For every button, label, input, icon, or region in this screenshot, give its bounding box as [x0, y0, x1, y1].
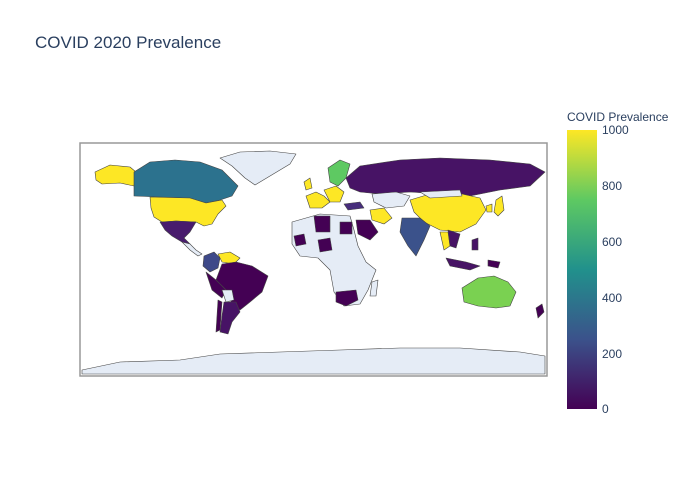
- country-iran[interactable]: [369, 207, 393, 225]
- country-argentina[interactable]: [219, 301, 241, 335]
- colorbar: [567, 130, 597, 409]
- country-central-america[interactable]: [181, 241, 203, 257]
- colorbar-tick: 0: [602, 402, 609, 416]
- country-central-asia[interactable]: [371, 191, 411, 209]
- country-madagascar[interactable]: [369, 279, 379, 297]
- country-chile[interactable]: [215, 299, 223, 333]
- country-colombia[interactable]: [202, 251, 221, 273]
- country-venezuela[interactable]: [217, 251, 241, 265]
- colorbar-tick: 1000: [602, 123, 629, 137]
- country-australia[interactable]: [461, 275, 517, 309]
- country-south-africa[interactable]: [335, 289, 359, 307]
- colorbar-title: COVID Prevalence: [567, 110, 669, 124]
- colorbar-tick: 400: [602, 291, 623, 305]
- colorbar-tick: 600: [602, 235, 623, 249]
- country-indonesia[interactable]: [445, 257, 481, 271]
- country-usa[interactable]: [149, 196, 227, 227]
- country-nigeria[interactable]: [317, 237, 333, 253]
- country-south-korea[interactable]: [485, 203, 493, 213]
- country-india[interactable]: [399, 217, 431, 257]
- country-japan[interactable]: [493, 195, 505, 217]
- chart-title: COVID 2020 Prevalence: [35, 33, 222, 52]
- country-bolivia[interactable]: [221, 289, 235, 303]
- country-saudi-arabia[interactable]: [355, 219, 379, 241]
- country-new-zealand[interactable]: [535, 303, 545, 319]
- country-mongolia[interactable]: [419, 189, 463, 199]
- country-uk[interactable]: [303, 177, 313, 191]
- country-turkey[interactable]: [343, 201, 365, 211]
- country-papua-new-guinea[interactable]: [487, 259, 501, 269]
- colorbar-tick: 800: [602, 179, 623, 193]
- country-philippines[interactable]: [471, 237, 479, 251]
- country-mexico[interactable]: [159, 220, 197, 245]
- country-egypt[interactable]: [339, 221, 353, 235]
- country-greenland[interactable]: [219, 150, 297, 186]
- country-algeria[interactable]: [313, 215, 331, 233]
- country-russia[interactable]: [345, 157, 546, 197]
- country-europe-central[interactable]: [323, 185, 345, 203]
- country-indochina[interactable]: [447, 229, 461, 249]
- country-antarctica[interactable]: [81, 347, 546, 375]
- country-west-africa[interactable]: [293, 233, 307, 247]
- colorbar-tick: 200: [602, 347, 623, 361]
